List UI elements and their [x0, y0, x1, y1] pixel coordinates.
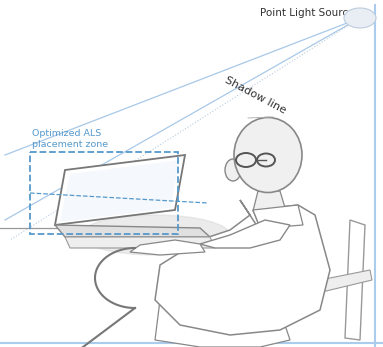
- Polygon shape: [345, 220, 365, 340]
- Ellipse shape: [344, 8, 376, 28]
- Polygon shape: [200, 220, 290, 248]
- Ellipse shape: [225, 159, 241, 181]
- Polygon shape: [130, 240, 205, 255]
- Polygon shape: [65, 237, 215, 248]
- Polygon shape: [253, 191, 286, 211]
- Text: Optimized ALS
placement zone: Optimized ALS placement zone: [32, 129, 108, 149]
- Polygon shape: [155, 200, 330, 335]
- Ellipse shape: [80, 215, 230, 255]
- Polygon shape: [155, 300, 290, 347]
- Text: Point Light Source: Point Light Source: [260, 8, 355, 18]
- Polygon shape: [60, 160, 180, 222]
- Polygon shape: [55, 225, 210, 237]
- Text: Shadow line: Shadow line: [223, 75, 287, 115]
- Polygon shape: [55, 155, 185, 225]
- Polygon shape: [253, 205, 303, 235]
- Polygon shape: [320, 270, 372, 292]
- Ellipse shape: [234, 118, 302, 193]
